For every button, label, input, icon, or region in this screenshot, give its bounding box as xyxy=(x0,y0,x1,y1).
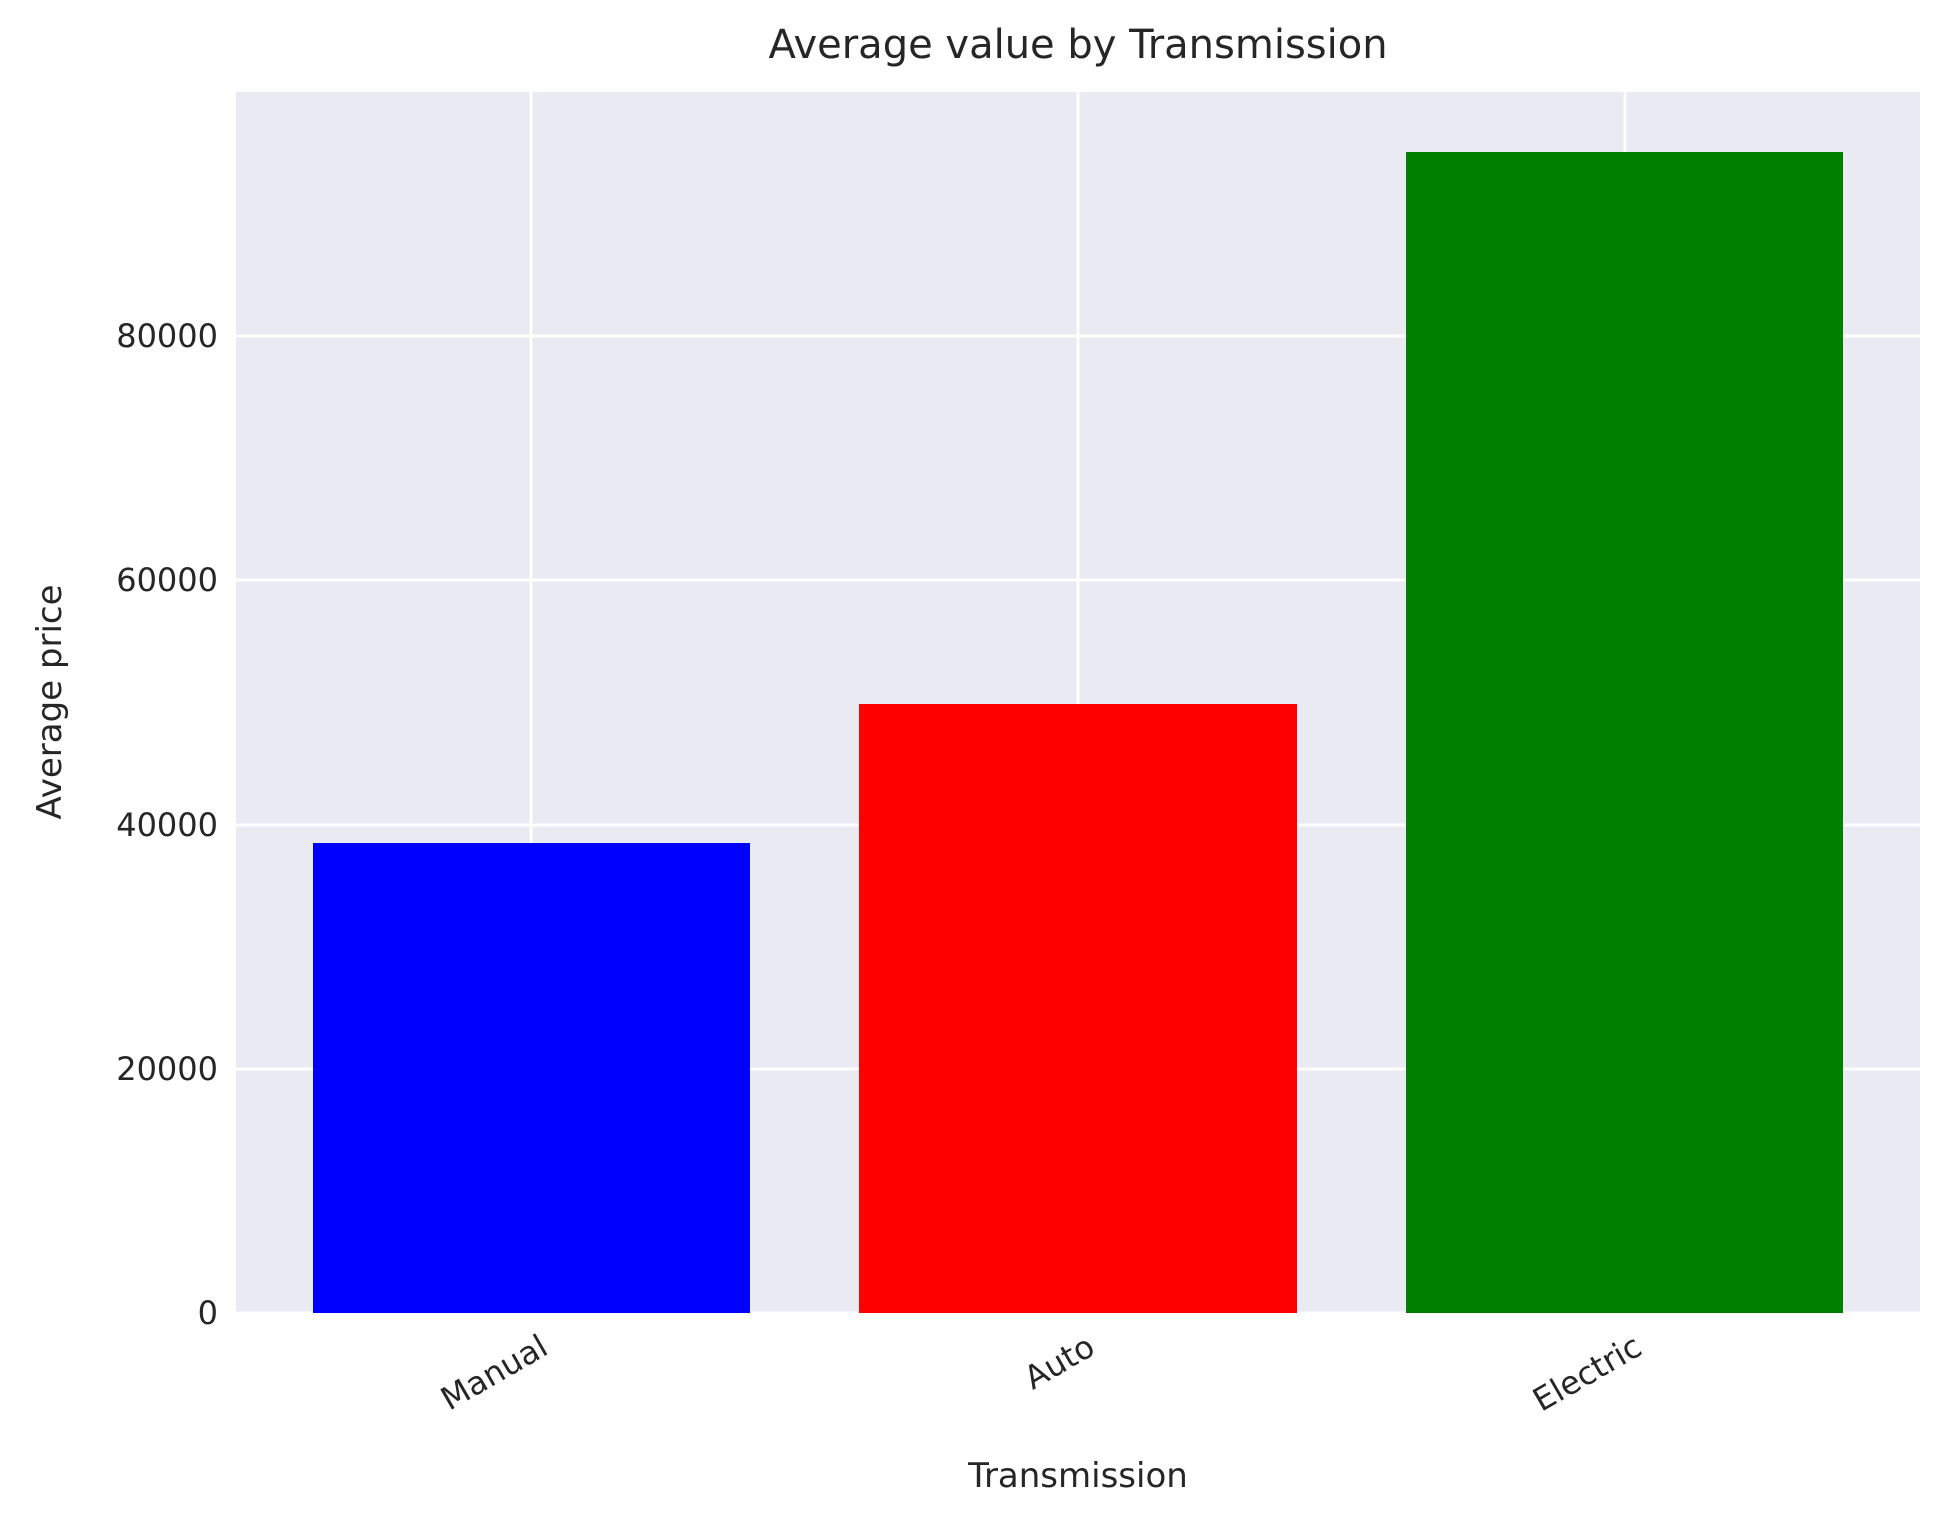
x-axis-label: Transmission xyxy=(968,1456,1188,1496)
x-tick-label: Auto xyxy=(1017,1327,1101,1398)
bar-electric xyxy=(1406,151,1844,1313)
x-gridline xyxy=(1076,92,1080,1313)
chart-title: Average value by Transmission xyxy=(768,22,1388,68)
x-tick-label: Electric xyxy=(1526,1327,1648,1420)
x-tick-label: Manual xyxy=(434,1327,555,1419)
y-tick-label: 60000 xyxy=(116,561,218,600)
bar-auto xyxy=(859,703,1297,1313)
y-tick-label: 40000 xyxy=(116,805,218,844)
y-tick-label: 80000 xyxy=(116,317,218,356)
y-tick-label: 20000 xyxy=(116,1049,218,1088)
y-axis-label: Average price xyxy=(30,584,70,820)
plot-area xyxy=(236,92,1920,1313)
x-gridline xyxy=(529,92,533,1313)
bar-manual xyxy=(312,842,750,1313)
y-tick-label: 0 xyxy=(197,1294,218,1332)
